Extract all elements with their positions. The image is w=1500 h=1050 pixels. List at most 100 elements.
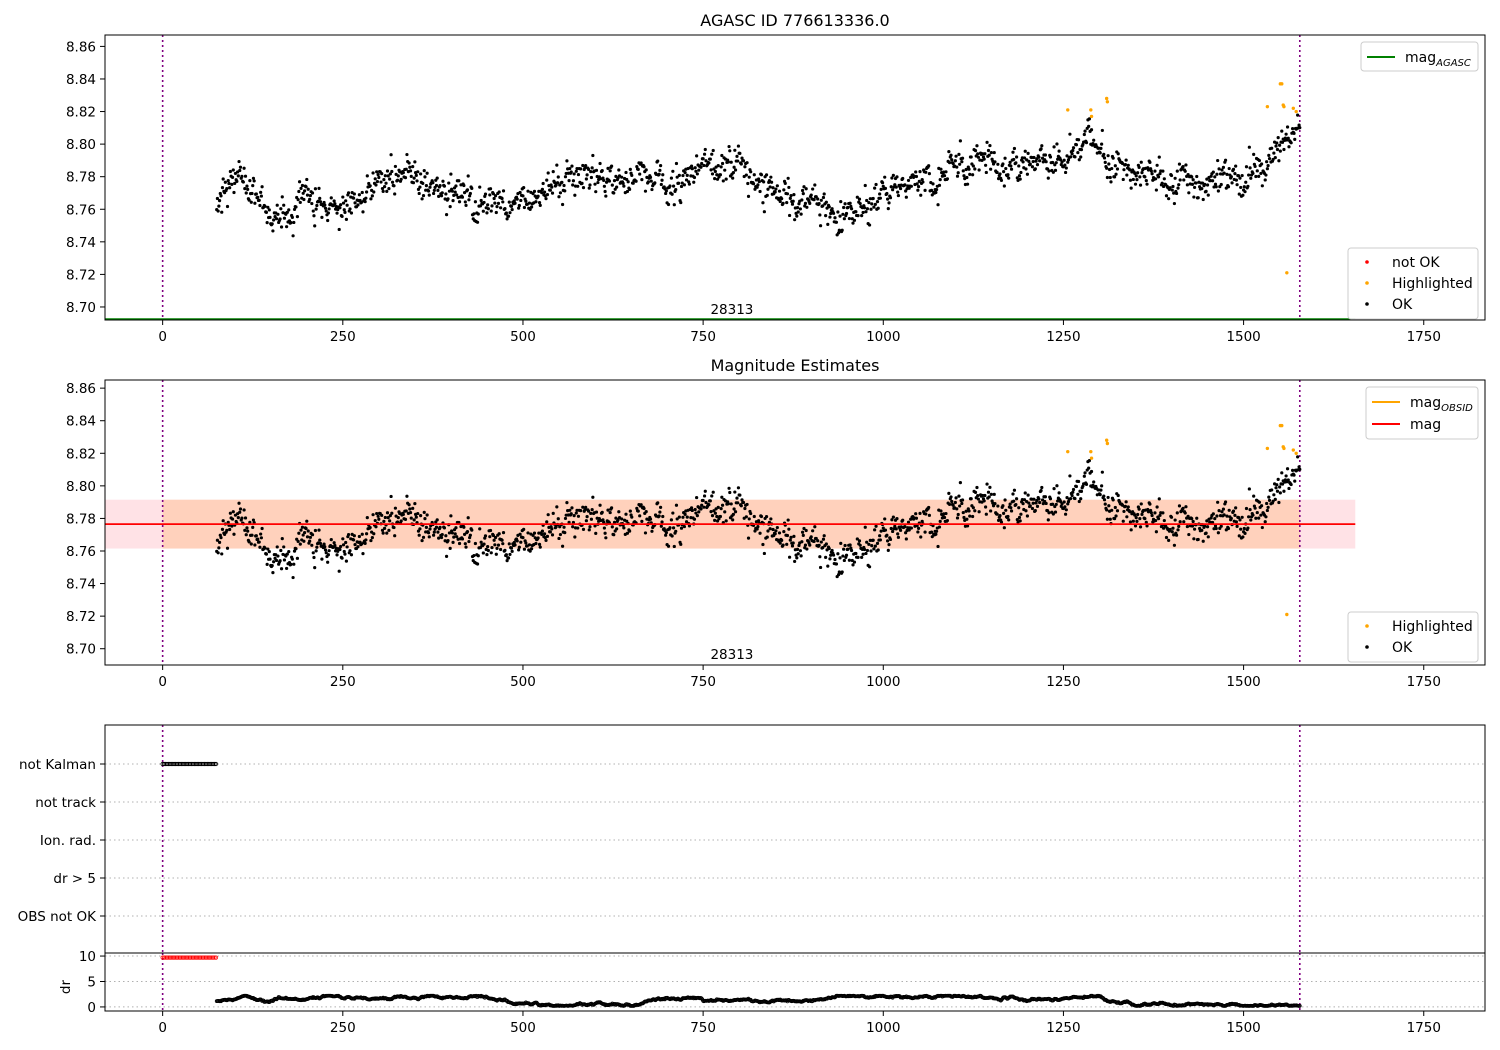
panel1-ok-point xyxy=(580,181,584,185)
panel2-ok-point xyxy=(1276,477,1280,481)
panel2-ok-point xyxy=(265,562,269,566)
panel1-ok-point xyxy=(756,183,760,187)
panel1-ytick-label: 8.80 xyxy=(66,137,96,153)
panel1-ok-point xyxy=(783,181,787,185)
panel1-ok-point xyxy=(1286,136,1290,140)
panel1-ok-point xyxy=(817,201,821,206)
panel1-ok-point xyxy=(731,176,735,180)
panel2-ok-point xyxy=(425,513,429,517)
panel1-ok-point xyxy=(1217,167,1221,171)
panel2-ok-point xyxy=(1068,474,1072,478)
panel1-ok-point xyxy=(777,189,782,193)
panel2-ok-point xyxy=(674,529,678,533)
panel1-ok-point xyxy=(1027,159,1031,163)
panel2-ok-point xyxy=(886,539,890,543)
panel3-flag-point xyxy=(189,761,194,767)
panel2-ok-point xyxy=(312,555,316,560)
panel1-ok-point xyxy=(548,188,552,192)
panel1-ok-point xyxy=(454,184,458,188)
panel2-ok-point xyxy=(388,514,392,518)
panel1-ok-point xyxy=(285,225,289,229)
panel2-ok-point xyxy=(675,517,679,521)
panel1-ok-point xyxy=(571,183,575,187)
panel1-ok-point xyxy=(671,184,676,188)
panel1-ok-point xyxy=(1275,141,1279,145)
panel1-ok-point xyxy=(493,194,498,198)
panel1-ok-point xyxy=(1247,173,1251,177)
panel1-ok-point xyxy=(574,169,578,173)
panel1-ok-point xyxy=(545,193,550,197)
panel3-flag-point xyxy=(192,761,197,767)
panel1-ok-point xyxy=(1034,159,1038,163)
panel1-ok-point xyxy=(650,187,654,192)
panel2-ok-point xyxy=(1231,509,1236,513)
panel2-ok-point xyxy=(1071,487,1076,492)
panel1-ok-point xyxy=(356,203,360,207)
panel2-ok-point xyxy=(829,553,833,557)
panel2-ok-point xyxy=(867,542,871,546)
panel1-ok-point xyxy=(422,169,426,173)
panel1-ok-point xyxy=(1047,169,1051,173)
panel2-ok-point xyxy=(1079,497,1083,501)
panel2-ok-point xyxy=(388,519,392,523)
panel1-ok-point xyxy=(936,203,940,207)
panel2-ok-point xyxy=(1038,500,1042,505)
panel1-ok-point xyxy=(731,171,735,175)
panel1-ok-point xyxy=(1205,183,1210,187)
panel1-ok-point xyxy=(567,178,571,183)
panel1-ok-point xyxy=(512,199,516,203)
panel2-ok-point xyxy=(228,527,232,532)
panel2-ok-point xyxy=(1296,455,1300,459)
panel2-ok-point xyxy=(346,532,351,537)
panel1-highlighted-point xyxy=(1280,82,1284,86)
panel2-ok-point xyxy=(695,514,699,518)
panel3-flag-point xyxy=(198,761,203,767)
panel3-flag-point xyxy=(209,761,214,767)
panel2-ok-point xyxy=(947,502,952,507)
panel1-ok-point xyxy=(634,179,638,183)
panel4-dr-flagged-point xyxy=(206,955,211,960)
panel2-ok-point xyxy=(303,531,307,535)
panel1-ok-point xyxy=(764,173,769,177)
panel2-ok-point xyxy=(711,490,715,494)
panel2-ok-point xyxy=(302,539,306,543)
panel2-ok-point xyxy=(278,559,282,563)
panel1-ok-point xyxy=(967,167,971,171)
panel2-ok-point xyxy=(1170,530,1174,534)
panel3-axes-frame xyxy=(104,724,1486,954)
panel1-ok-point xyxy=(418,185,422,189)
panel1-ok-point xyxy=(528,207,532,212)
panel1-ok-point xyxy=(290,215,294,219)
panel1-ytick-label: 8.76 xyxy=(66,202,96,218)
panel2-ok-point xyxy=(826,564,830,568)
panel2-ok-point xyxy=(681,515,685,519)
panel3-flag-point xyxy=(210,761,216,767)
panel1-ok-point xyxy=(624,170,628,175)
panel1-ok-point xyxy=(1231,167,1236,171)
panel2-ok-point xyxy=(231,510,235,514)
panel1-ok-point xyxy=(1260,162,1264,166)
panel2-ok-point xyxy=(324,551,328,555)
panel1-ok-point xyxy=(923,188,927,192)
panel1-ok-point xyxy=(753,187,757,191)
panel2-ok-point xyxy=(1264,515,1268,519)
panel1-ok-point xyxy=(478,185,482,189)
panel2-ok-point xyxy=(526,531,530,535)
panel1-ok-point xyxy=(1254,174,1258,179)
panel4-dr-flagged-point xyxy=(164,955,170,960)
panel1-ok-point xyxy=(975,144,979,148)
panel1-ok-point xyxy=(1064,170,1068,175)
panel1-ok-point xyxy=(671,169,675,173)
panel2-ok-point xyxy=(1177,504,1182,508)
panel1-ok-point xyxy=(217,199,222,203)
panel2-ok-point xyxy=(1243,531,1247,536)
panel2-ok-point xyxy=(357,534,361,539)
panel1-ok-point xyxy=(297,180,302,184)
panel1-ok-point xyxy=(337,227,341,232)
panel1-ok-point xyxy=(906,178,911,183)
panel1-ok-point xyxy=(231,168,235,172)
panel2-ok-point xyxy=(989,509,993,513)
panel3-flag-point xyxy=(186,761,191,767)
panel2-ok-point xyxy=(998,514,1002,518)
